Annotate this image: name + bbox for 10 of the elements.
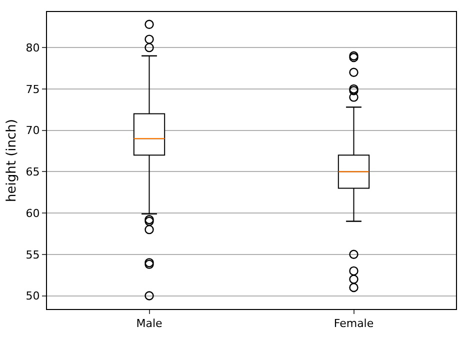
y-tick-label: 50 <box>26 290 40 303</box>
x-tick-label: Male <box>136 317 163 330</box>
y-tick-label: 55 <box>26 248 40 262</box>
y-tick-label: 70 <box>26 124 40 138</box>
y-tick-label: 75 <box>26 82 40 96</box>
y-tick-label: 80 <box>26 41 40 54</box>
x-tick-label: Female <box>334 317 374 330</box>
y-tick-label: 65 <box>26 166 40 179</box>
y-axis-title: height (inch) <box>4 119 20 202</box>
y-tick-label: 60 <box>26 206 40 220</box>
